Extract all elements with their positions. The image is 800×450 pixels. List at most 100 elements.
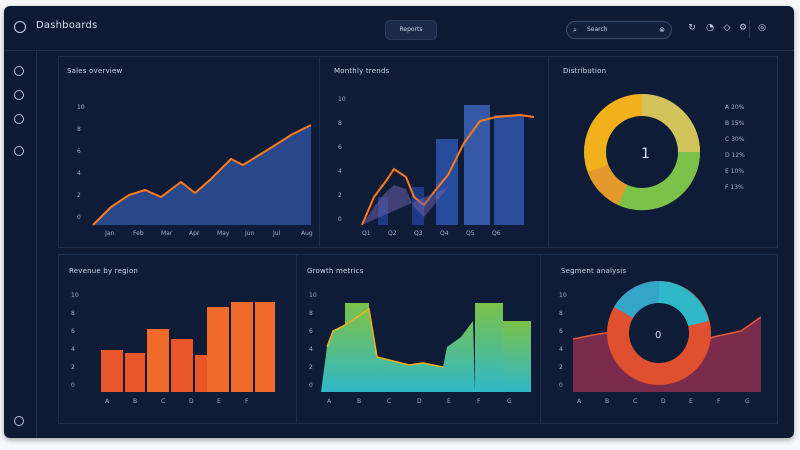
bar-line-chart: 10 8 6 4 2 0 Q1 Q2 Q3 Q4 Q5 Q6 xyxy=(338,96,535,237)
chart-bar xyxy=(436,139,458,225)
x-tick-label: Q2 xyxy=(388,230,397,237)
help-icon[interactable] xyxy=(14,146,24,156)
x-tick-label: F xyxy=(245,398,249,405)
search-input[interactable]: ⌕ Search ⊗ xyxy=(566,21,672,39)
panel-monthly-trends: Monthly trends 10 8 6 4 2 0 Q1 Q2 Q3 Q4 Q5 Q6 xyxy=(319,56,549,248)
x-tick-label: Q5 xyxy=(466,230,475,237)
y-tick-label: 8 xyxy=(309,310,313,317)
x-tick-label: Q1 xyxy=(362,230,371,237)
clear-icon[interactable]: ⊗ xyxy=(659,26,665,34)
logo-icon[interactable] xyxy=(14,21,26,33)
y-tick-label: 0 xyxy=(77,214,81,221)
refresh-icon[interactable]: ↻ xyxy=(688,23,696,33)
donut-area-chart: 10 8 6 4 2 0 A B C D E F G 0 xyxy=(559,281,762,405)
topbar-separator xyxy=(749,20,750,38)
chart-bar xyxy=(125,353,145,392)
x-tick-label: B xyxy=(605,398,609,405)
donut-hole xyxy=(629,303,689,363)
x-tick-label: C xyxy=(387,398,391,405)
legend-item: E 10% xyxy=(725,168,744,175)
y-tick-label: 8 xyxy=(71,310,75,317)
trend-line xyxy=(326,307,444,368)
settings-icon[interactable] xyxy=(14,114,24,124)
x-tick-label: B xyxy=(357,398,361,405)
y-tick-label: 0 xyxy=(309,382,313,389)
x-tick-label: F xyxy=(477,398,481,405)
chart-bar xyxy=(231,302,253,392)
area-fill xyxy=(93,125,311,225)
x-tick-label: G xyxy=(507,398,512,405)
chart-bar xyxy=(171,339,193,392)
legend-item: D 12% xyxy=(725,152,745,159)
clock-icon[interactable] xyxy=(14,90,24,100)
y-tick-label: 10 xyxy=(338,96,346,103)
y-tick-label: 10 xyxy=(309,292,317,299)
panel-growth-metrics: Growth metrics 10 8 6 4 2 0 A B C D E F G xyxy=(296,254,542,424)
y-tick-label: 2 xyxy=(71,364,75,371)
legend-item: A 20% xyxy=(725,104,745,111)
panel-revenue-region: Revenue by region 10 8 6 4 2 0 A B C D E F xyxy=(58,254,300,424)
bar-chart: 10 8 6 4 2 0 A B C D E F xyxy=(71,292,275,405)
user-icon[interactable]: ◔ xyxy=(706,23,714,33)
chart-bar xyxy=(147,329,169,392)
trend-line xyxy=(92,124,312,226)
x-tick-label: E xyxy=(217,398,221,405)
y-tick-label: 4 xyxy=(338,168,342,175)
y-tick-label: 0 xyxy=(338,216,342,223)
reports-button[interactable]: Reports xyxy=(385,20,437,40)
x-tick-label: May xyxy=(217,230,230,237)
y-tick-label: 6 xyxy=(71,328,75,335)
chart-icon[interactable] xyxy=(14,66,24,76)
y-tick-label: 4 xyxy=(77,170,81,177)
chart-bar xyxy=(494,115,524,225)
chart-bar xyxy=(195,355,207,392)
panel-segment-analysis: Segment analysis 10 8 6 4 2 0 A B C D E F G 0 xyxy=(540,254,778,424)
x-tick-label: D xyxy=(189,398,194,405)
y-tick-label: 4 xyxy=(309,346,313,353)
x-tick-label: E xyxy=(447,398,451,405)
legend-item: F 13% xyxy=(725,184,744,191)
x-tick-label: A xyxy=(105,398,110,405)
x-tick-label: C xyxy=(161,398,165,405)
panel-distribution: Distribution 1 A 20% B 15% C 30% D 12% E 10%… xyxy=(548,56,778,248)
logout-icon[interactable] xyxy=(14,416,24,426)
area-fill xyxy=(362,185,448,225)
panel-title: Monthly trends xyxy=(334,67,390,75)
panel-title: Sales overview xyxy=(67,67,123,75)
donut-chart: 1 A 20% B 15% C 30% D 12% E 10% F 13% xyxy=(584,94,745,211)
chart-bar xyxy=(475,303,503,392)
panel-title: Distribution xyxy=(563,67,607,75)
y-tick-label: 6 xyxy=(309,328,313,335)
donut-center-value: 1 xyxy=(641,146,650,162)
x-tick-label: G xyxy=(745,398,750,405)
y-tick-label: 8 xyxy=(559,310,563,317)
app-title: Dashboards xyxy=(36,20,98,31)
x-tick-label: Jan xyxy=(104,230,114,237)
panel-sales-overview: Sales overview 10 8 6 4 2 0 Jan Feb Mar Apr May Ju… xyxy=(58,56,320,248)
y-tick-label: 8 xyxy=(338,120,342,127)
y-tick-label: 2 xyxy=(559,364,563,371)
chart-bar xyxy=(464,105,490,225)
y-tick-label: 10 xyxy=(559,292,567,299)
y-tick-label: 0 xyxy=(71,382,75,389)
search-icon: ⌕ xyxy=(573,26,577,34)
y-tick-label: 0 xyxy=(559,382,563,389)
y-tick-label: 6 xyxy=(77,148,81,155)
settings-icon[interactable]: ⚙ xyxy=(738,23,748,33)
chart-bar xyxy=(255,302,275,392)
topbar: Dashboards Reports ⌕ Search ⊗ ↻ ◔ ◇ ⚙ ◎ xyxy=(4,6,794,51)
bell-icon[interactable]: ◇ xyxy=(723,23,731,33)
x-tick-label: F xyxy=(717,398,721,405)
panel-title: Revenue by region xyxy=(69,267,139,275)
donut-center-value: 0 xyxy=(655,330,661,341)
panel-title: Growth metrics xyxy=(307,267,364,275)
y-tick-label: 10 xyxy=(77,104,85,111)
profile-icon[interactable]: ◎ xyxy=(758,23,766,33)
y-tick-label: 8 xyxy=(77,126,81,133)
x-tick-label: Jun xyxy=(244,230,255,237)
x-tick-label: Mar xyxy=(161,230,173,237)
x-tick-label: A xyxy=(577,398,582,405)
y-tick-label: 2 xyxy=(338,192,342,199)
y-tick-label: 4 xyxy=(559,346,563,353)
x-tick-label: Apr xyxy=(189,230,200,237)
